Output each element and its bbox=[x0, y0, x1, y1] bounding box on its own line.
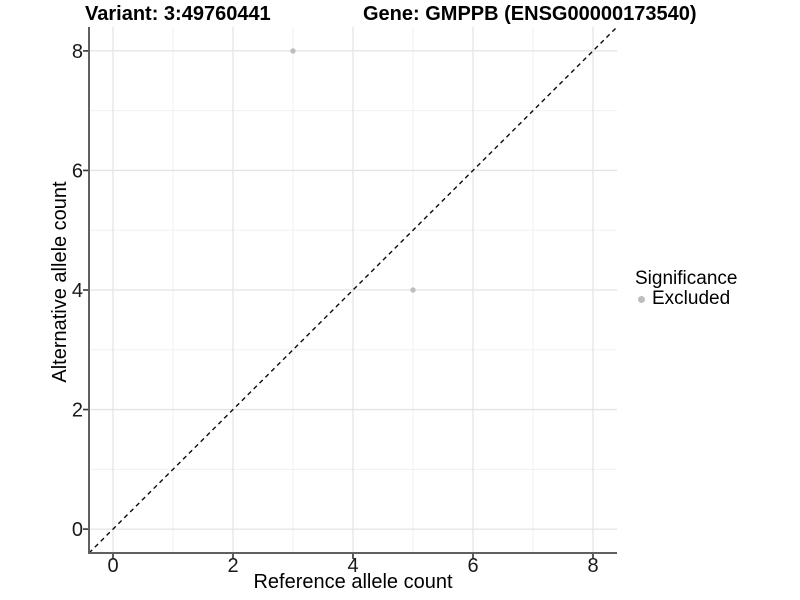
x-tick-label: 8 bbox=[587, 555, 598, 577]
plot-title-gene: Gene: GMPPB (ENSG00000173540) bbox=[363, 3, 697, 25]
y-tick-label: 8 bbox=[72, 41, 83, 63]
x-tick-label: 2 bbox=[227, 555, 238, 577]
x-axis-title: Reference allele count bbox=[253, 571, 453, 593]
x-tick-label: 4 bbox=[347, 555, 358, 577]
legend-item-excluded: Excluded bbox=[638, 288, 737, 309]
x-tick-label: 6 bbox=[467, 555, 478, 577]
y-tick-label: 4 bbox=[72, 280, 83, 302]
data-point bbox=[410, 287, 416, 293]
y-axis-title: Alternative allele count bbox=[49, 181, 71, 383]
excluded-point-icon bbox=[638, 295, 645, 303]
plot-title-variant: Variant: 3:49760441 bbox=[85, 3, 271, 25]
y-tick-label: 0 bbox=[72, 519, 83, 541]
y-tick-label: 2 bbox=[72, 400, 83, 422]
x-tick-label: 0 bbox=[107, 555, 118, 577]
legend-item-label: Excluded bbox=[652, 288, 731, 309]
legend: Significance Excluded bbox=[635, 268, 737, 309]
y-tick-label: 6 bbox=[72, 160, 83, 182]
data-point bbox=[290, 48, 296, 54]
legend-title: Significance bbox=[635, 268, 738, 289]
